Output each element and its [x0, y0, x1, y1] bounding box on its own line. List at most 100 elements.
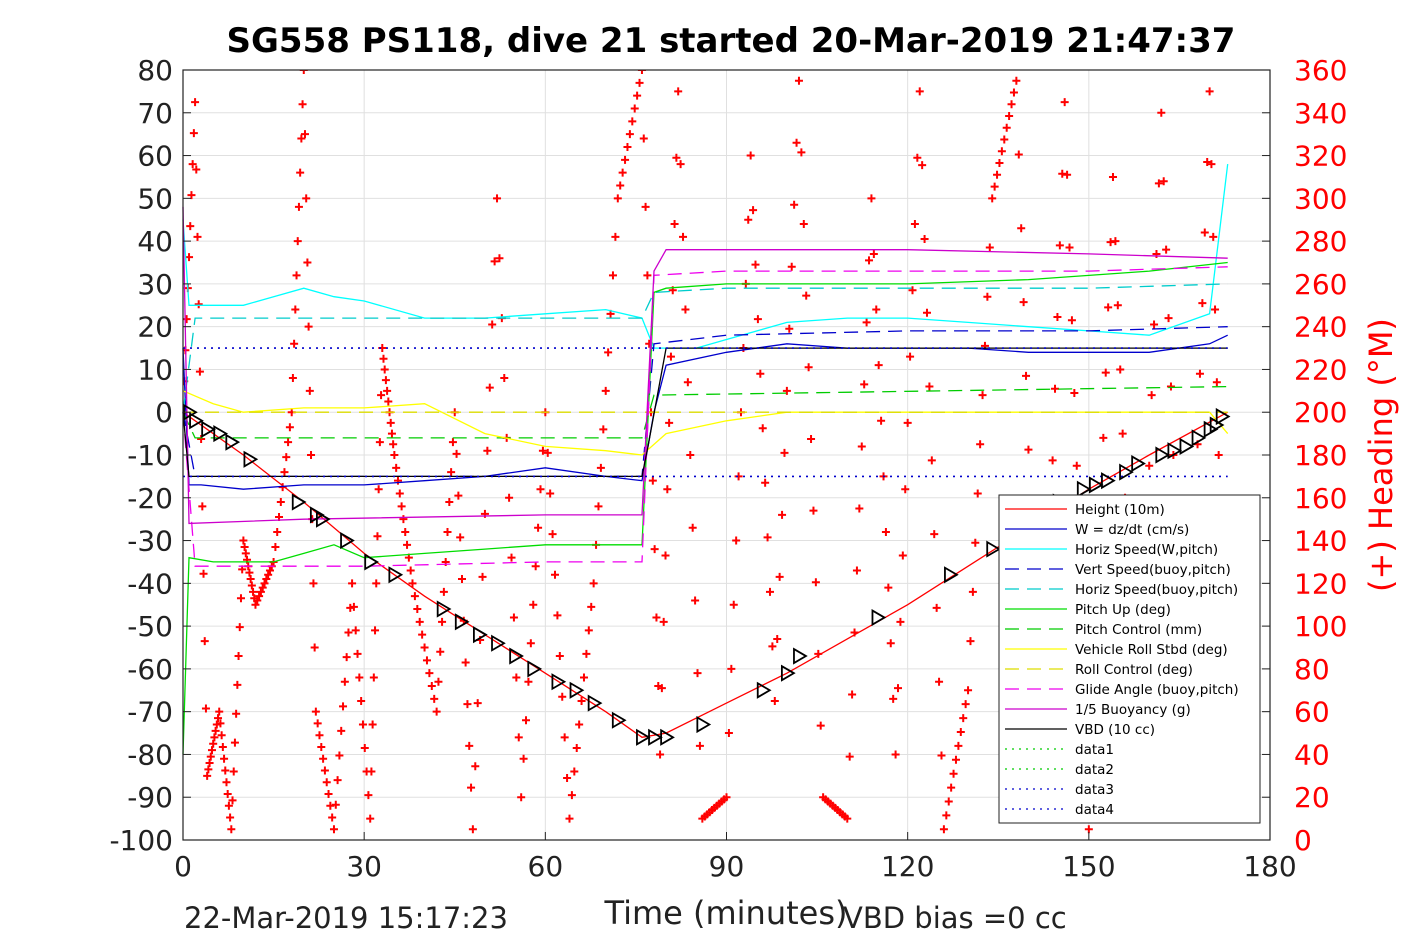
heading-point	[408, 579, 417, 588]
heading-point	[368, 720, 377, 729]
heading-point	[204, 765, 213, 774]
heading-point	[524, 677, 533, 686]
heading-point	[641, 202, 650, 211]
heading-point	[565, 814, 574, 823]
sample-marker	[648, 728, 663, 746]
heading-point	[785, 324, 794, 333]
heading-point	[406, 566, 415, 575]
legend-label: VBD (10 cc)	[1075, 722, 1155, 738]
heading-point	[548, 530, 557, 539]
heading-point	[302, 194, 311, 203]
series-line	[182, 390, 1229, 456]
heading-point	[775, 572, 784, 581]
heading-point	[189, 129, 198, 138]
heading-point	[913, 153, 922, 162]
heading-point	[543, 448, 552, 457]
y-tick-label: -100	[109, 824, 173, 857]
heading-point	[500, 374, 509, 382]
heading-point	[355, 673, 364, 682]
heading-point	[490, 257, 499, 266]
heading-point	[635, 78, 644, 87]
heading-point	[1116, 365, 1125, 374]
heading-point	[691, 596, 700, 605]
sample-marker	[1191, 429, 1207, 447]
heading-point	[1101, 368, 1110, 377]
heading-point	[201, 704, 210, 713]
heading-point	[1067, 316, 1076, 325]
heading-point	[1084, 825, 1093, 834]
heading-point	[993, 170, 1002, 179]
sample-marker	[1101, 472, 1116, 490]
heading-point	[526, 639, 535, 648]
heading-point	[342, 653, 351, 662]
heading-point	[807, 434, 816, 443]
legend-label: Horiz Speed(W,pitch)	[1075, 542, 1218, 558]
heading-point	[1214, 451, 1223, 459]
heading-point	[240, 542, 249, 551]
heading-point	[1005, 111, 1014, 120]
y-tick-label: 60	[137, 140, 173, 173]
series-line	[182, 261, 1228, 755]
heading-point	[209, 739, 218, 748]
heading-point	[973, 489, 982, 498]
heading-point	[604, 348, 613, 357]
heading-point	[648, 476, 657, 485]
y2-tick-label: 280	[1294, 225, 1347, 258]
sample-marker	[1167, 442, 1183, 460]
heading-point	[348, 579, 357, 588]
heading-point	[483, 446, 492, 455]
heading-point	[509, 613, 518, 622]
heading-point	[1055, 241, 1064, 250]
heading-point	[1207, 160, 1216, 169]
heading-point	[443, 528, 452, 536]
sample-marker	[291, 493, 307, 511]
sample-marker	[388, 566, 404, 584]
heading-point	[197, 434, 206, 443]
heading-point	[337, 726, 346, 735]
heading-point	[427, 682, 436, 690]
heading-point	[1051, 384, 1060, 393]
y-tick-label: -20	[127, 482, 173, 515]
x-tick-label: 180	[1243, 850, 1296, 883]
heading-point	[445, 498, 454, 507]
series-line	[182, 385, 1228, 439]
heading-point	[1198, 299, 1207, 308]
heading-point	[381, 376, 390, 385]
heading-point	[891, 750, 900, 759]
heading-point	[1065, 243, 1074, 252]
heading-point	[374, 485, 383, 494]
heading-point	[643, 271, 652, 280]
x-axis-label: Time (minutes)	[604, 894, 848, 932]
heading-point	[1014, 150, 1023, 159]
y2-tick-label: 100	[1294, 610, 1347, 643]
heading-point	[1106, 238, 1115, 247]
heading-point	[773, 634, 782, 643]
heading-point	[901, 485, 910, 494]
heading-point	[1164, 314, 1173, 323]
heading-point	[956, 727, 965, 736]
y2-tick-label: 360	[1294, 54, 1347, 87]
heading-point	[563, 773, 572, 782]
sample-marker	[315, 510, 331, 528]
chart-title: SG558 PS118, dive 21 started 20-Mar-2019…	[227, 21, 1236, 61]
heading-point	[364, 791, 373, 800]
y2-tick-label: 160	[1294, 482, 1347, 515]
heading-point	[968, 587, 977, 596]
heading-point	[457, 575, 466, 584]
heading-point	[865, 256, 874, 265]
heading-point	[322, 778, 331, 787]
heading-point	[236, 594, 245, 603]
heading-point	[869, 249, 878, 258]
heading-point	[207, 746, 216, 755]
heading-point	[761, 478, 770, 487]
heading-point	[199, 569, 208, 578]
heading-point	[661, 551, 670, 560]
heading-point	[339, 702, 348, 711]
heading-point	[291, 305, 300, 314]
heading-point	[947, 783, 956, 792]
heading-point	[1145, 461, 1154, 470]
heading-point	[351, 626, 360, 635]
heading-point	[1000, 135, 1009, 144]
heading-point	[185, 253, 194, 262]
